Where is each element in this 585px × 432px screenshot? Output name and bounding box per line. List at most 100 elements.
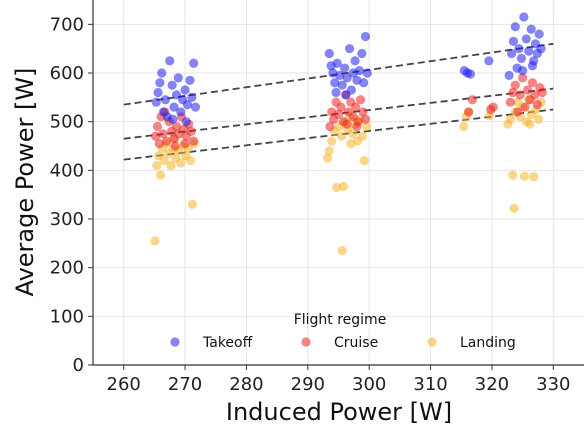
data-point-takeoff bbox=[187, 92, 197, 102]
data-point-landing bbox=[459, 121, 469, 132]
data-point-landing bbox=[185, 156, 196, 166]
data-point-cruise bbox=[513, 107, 523, 117]
data-point-landing bbox=[508, 170, 518, 180]
legend-title: Flight regime bbox=[294, 312, 387, 328]
data-point-landing bbox=[357, 131, 368, 141]
data-point-takeoff bbox=[360, 31, 371, 42]
data-point-cruise bbox=[467, 95, 477, 105]
legend-marker-landing bbox=[427, 337, 437, 347]
data-point-cruise bbox=[522, 85, 533, 95]
x-tick-labels: 260 270 280 290 300 310 320 330 bbox=[107, 365, 570, 395]
data-point-cruise bbox=[154, 138, 164, 149]
data-point-takeoff bbox=[340, 63, 350, 73]
data-point-takeoff bbox=[332, 58, 342, 68]
data-point-takeoff bbox=[169, 102, 179, 112]
data-point-takeoff bbox=[516, 53, 526, 64]
data-point-cruise bbox=[158, 129, 168, 139]
data-point-takeoff bbox=[484, 56, 494, 66]
data-point-landing bbox=[176, 158, 186, 168]
x-tick-label: 320 bbox=[475, 374, 509, 395]
data-point-cruise bbox=[464, 107, 474, 117]
data-point-takeoff bbox=[185, 75, 195, 85]
data-point-cruise bbox=[355, 95, 366, 105]
data-point-cruise bbox=[532, 100, 542, 110]
data-point-landing bbox=[337, 246, 347, 256]
data-point-takeoff bbox=[534, 29, 544, 39]
y-tick-label: 100 bbox=[50, 306, 84, 327]
data-point-cruise bbox=[189, 136, 199, 146]
data-point-cruise bbox=[527, 78, 538, 88]
x-tick-label: 330 bbox=[536, 374, 570, 395]
y-tick-label: 0 bbox=[73, 355, 84, 376]
x-tick-label: 260 bbox=[107, 374, 141, 395]
x-axis-title: Induced Power [W] bbox=[226, 398, 452, 426]
data-point-takeoff bbox=[465, 69, 476, 79]
data-point-takeoff bbox=[190, 102, 201, 112]
y-tick-label: 300 bbox=[50, 209, 84, 230]
data-point-cruise bbox=[151, 131, 161, 141]
data-point-takeoff bbox=[362, 68, 372, 78]
data-point-takeoff bbox=[514, 44, 524, 54]
data-point-landing bbox=[166, 160, 176, 171]
data-point-takeoff bbox=[330, 78, 340, 88]
data-point-takeoff bbox=[526, 24, 536, 34]
data-point-cruise bbox=[170, 141, 180, 151]
data-point-takeoff bbox=[182, 100, 193, 110]
data-point-landing bbox=[322, 153, 333, 163]
data-point-cruise bbox=[333, 109, 344, 119]
data-point-cruise bbox=[520, 102, 530, 112]
data-point-cruise bbox=[342, 119, 352, 129]
legend-marker-cruise bbox=[301, 337, 311, 347]
data-point-cruise bbox=[162, 136, 172, 146]
data-point-cruise bbox=[358, 107, 368, 117]
data-point-takeoff bbox=[153, 87, 163, 98]
y-axis-title: Average Power [W] bbox=[11, 68, 39, 297]
data-point-landing bbox=[529, 172, 539, 182]
data-point-takeoff bbox=[176, 107, 186, 117]
legend-label-cruise: Cruise bbox=[334, 335, 378, 351]
data-point-landing bbox=[519, 171, 530, 181]
data-point-takeoff bbox=[350, 56, 360, 66]
data-point-cruise bbox=[510, 80, 520, 90]
data-point-cruise bbox=[152, 121, 163, 132]
data-point-cruise bbox=[352, 121, 362, 132]
data-point-takeoff bbox=[324, 48, 334, 59]
data-point-takeoff bbox=[173, 73, 183, 83]
data-point-takeoff bbox=[506, 48, 517, 59]
data-point-takeoff bbox=[155, 78, 165, 88]
data-point-takeoff bbox=[189, 58, 199, 68]
data-point-landing bbox=[509, 203, 519, 213]
data-point-landing bbox=[327, 136, 337, 146]
y-tick-label: 400 bbox=[50, 160, 84, 181]
data-point-cruise bbox=[488, 102, 498, 112]
axes-layer bbox=[92, 0, 584, 366]
data-point-cruise bbox=[508, 87, 518, 98]
data-point-takeoff bbox=[527, 61, 538, 71]
data-point-landing bbox=[336, 131, 347, 141]
y-tick-label: 200 bbox=[50, 258, 84, 279]
data-point-landing bbox=[533, 114, 544, 124]
data-point-cruise bbox=[360, 114, 371, 124]
data-point-landing bbox=[159, 156, 169, 166]
legend-items: Takeoff Cruise Landing bbox=[170, 335, 516, 351]
data-point-takeoff bbox=[337, 80, 347, 90]
data-point-cruise bbox=[336, 102, 346, 112]
data-point-landing bbox=[150, 236, 160, 246]
y-tick-label: 500 bbox=[50, 112, 84, 133]
y-tick-label: 700 bbox=[50, 14, 84, 35]
trend-line bbox=[123, 108, 554, 161]
data-point-takeoff bbox=[171, 90, 182, 100]
data-point-takeoff bbox=[510, 22, 520, 32]
data-point-takeoff bbox=[341, 90, 351, 100]
data-point-takeoff bbox=[508, 36, 519, 46]
data-point-takeoff bbox=[181, 117, 191, 127]
data-point-takeoff bbox=[160, 95, 171, 105]
data-point-takeoff bbox=[521, 34, 531, 44]
data-point-cruise bbox=[325, 121, 335, 132]
data-point-takeoff bbox=[331, 87, 341, 98]
data-point-takeoff bbox=[504, 70, 514, 81]
data-point-landing bbox=[362, 121, 372, 132]
data-point-cruise bbox=[518, 73, 528, 83]
